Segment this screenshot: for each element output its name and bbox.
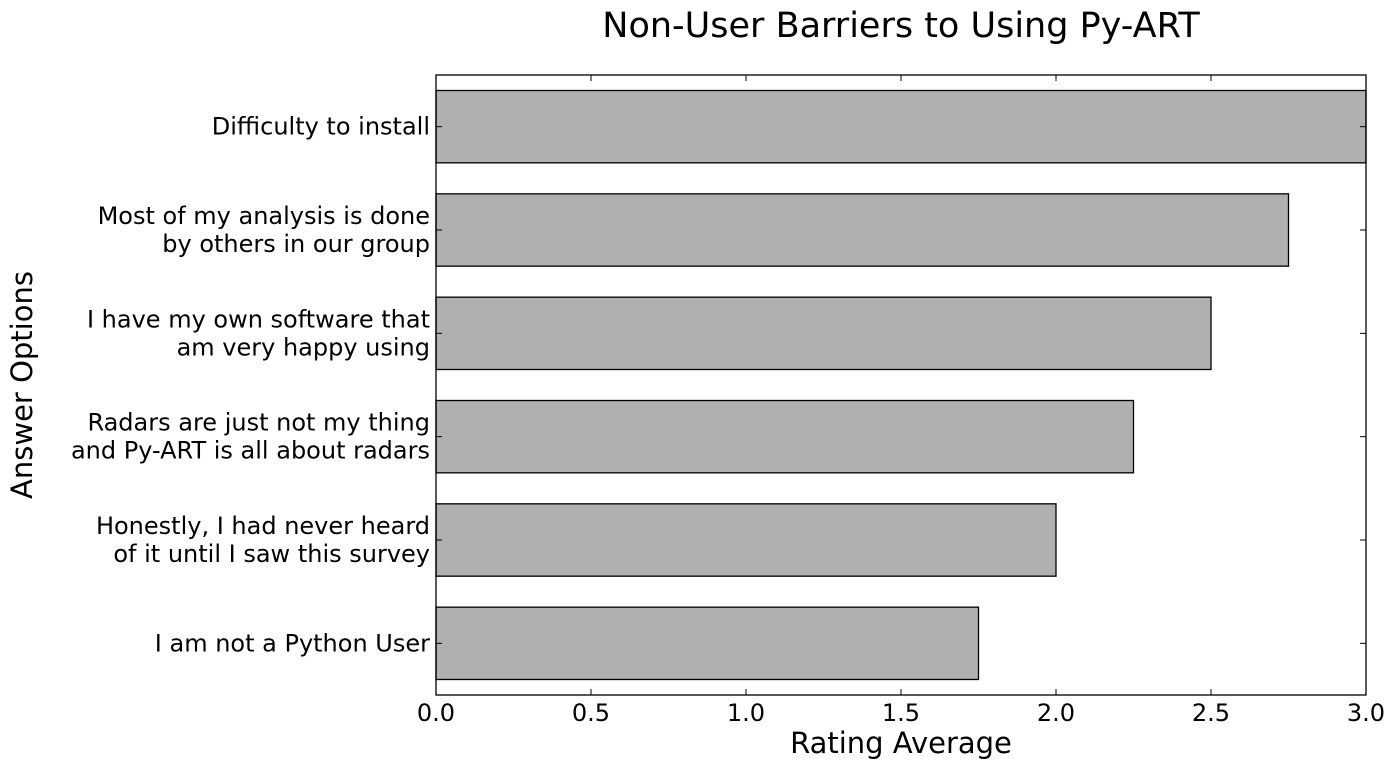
bar-3	[435, 399, 1135, 474]
y-axis-title: Answer Options	[5, 271, 39, 499]
category-label: I am not a Python User	[155, 629, 430, 657]
x-tick-label: 2.5	[1192, 699, 1230, 727]
plot-frame	[435, 74, 1367, 696]
category-label: and Py-ART is all about radars	[71, 437, 430, 465]
category-label: Honestly, I had never heard	[96, 512, 430, 540]
x-tick-label: 1.5	[882, 699, 920, 727]
category-label: I have my own software that	[87, 305, 430, 333]
x-axis-title: Rating Average	[790, 726, 1012, 760]
x-tick-label: 1.0	[727, 699, 765, 727]
category-label: of it until I saw this survey	[113, 540, 430, 568]
category-label: Difficulty to install	[212, 113, 430, 141]
x-tick-label: 3.0	[1347, 699, 1385, 727]
category-label: Most of my analysis is done	[98, 202, 430, 230]
bar-4	[435, 503, 1057, 577]
category-label: am very happy using	[177, 333, 430, 361]
x-tick-label: 0.0	[417, 699, 455, 727]
plot-area: 0.0 0.5 1.0 1.5 2.0 2.5 3.0 Difficulty to insta…	[71, 74, 1385, 727]
category-label: Radars are just not my thing	[87, 409, 430, 437]
bar-0	[435, 89, 1367, 164]
bar-5	[435, 606, 980, 681]
x-tick-label: 2.0	[1037, 699, 1075, 727]
category-label: by others in our group	[162, 230, 430, 258]
chart-title: Non-User Barriers to Using Py-ART	[602, 6, 1200, 46]
bar-1	[435, 193, 1290, 267]
bar-2	[435, 296, 1212, 371]
x-tick-label: 0.5	[572, 699, 610, 727]
